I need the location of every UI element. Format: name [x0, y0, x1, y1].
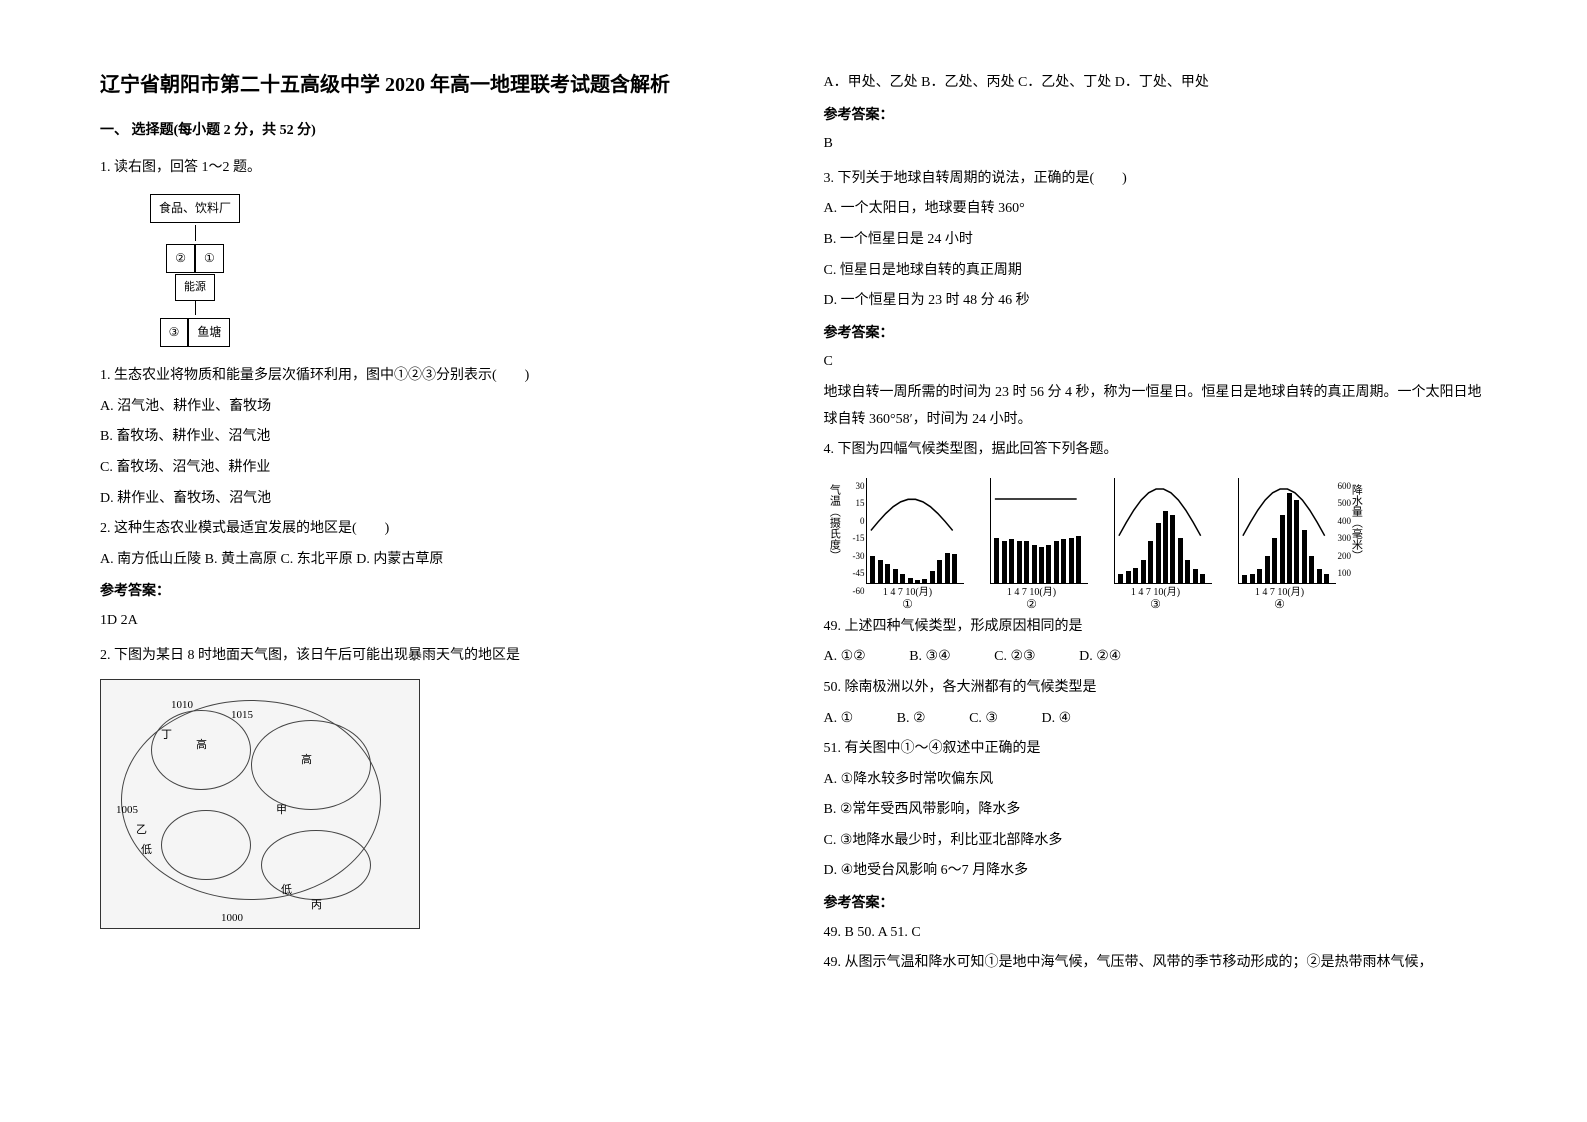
- chart-number: ④: [1220, 593, 1340, 616]
- right-axis-label: 降水量（毫米）: [1346, 474, 1364, 604]
- q1-optA: A. 沼气池、耕作业、畜牧场: [100, 394, 764, 421]
- weather-map: 1010 1015 高 高 低 低 甲 乙 丙 丁 1005 1000: [100, 679, 420, 929]
- q1-answer: 1D 2A: [100, 608, 764, 635]
- temp-line-svg: [991, 478, 1088, 583]
- answer-label: 参考答案：: [824, 321, 1488, 348]
- temp-line-svg: [1239, 478, 1336, 583]
- isobar-value: 1015: [231, 705, 253, 726]
- q1-optB: B. 畜牧场、耕作业、沼气池: [100, 424, 764, 451]
- chart-plot-area: [1114, 478, 1212, 584]
- isobar: [161, 810, 251, 880]
- eco-node-botright: 鱼塘: [188, 318, 230, 347]
- q1-sub2opts: A. 南方低山丘陵 B. 黄土高原 C. 东北平原 D. 内蒙古草原: [100, 547, 764, 574]
- q2-stem: 2. 下图为某日 8 时地面天气图，该日午后可能出现暴雨天气的地区是: [100, 643, 764, 670]
- eco-connector: [195, 225, 196, 241]
- answer-label: 参考答案：: [824, 891, 1488, 918]
- eco-node-center: 能源: [175, 274, 215, 301]
- opt: D. ②④: [1079, 644, 1121, 671]
- map-point-ding: 丁: [161, 725, 172, 746]
- q50-stem: 50. 除南极洲以外，各大洲都有的气候类型是: [824, 675, 1488, 702]
- chart-number: ③: [1096, 593, 1216, 616]
- q3-answer: C: [824, 349, 1488, 376]
- temp-line-svg: [867, 478, 964, 583]
- chart-plot-area: 600500400300200100: [1238, 478, 1336, 584]
- temp-tick: 30: [856, 478, 865, 495]
- opt: D. ④: [1041, 706, 1071, 733]
- answer-label: 参考答案：: [100, 579, 764, 606]
- opt: A. ①: [824, 706, 854, 733]
- isobar-value: 1005: [116, 800, 138, 821]
- eco-connector: [195, 299, 196, 315]
- map-point-yi: 乙: [136, 820, 147, 841]
- eco-node-top: 食品、饮料厂: [150, 194, 240, 223]
- map-label-high: 高: [301, 750, 312, 771]
- opt: A. ①②: [824, 644, 866, 671]
- temp-tick: -30: [853, 548, 865, 565]
- map-point-bing: 丙: [311, 895, 322, 916]
- temp-line-svg: [1115, 478, 1212, 583]
- eco-node-midleft: ②: [166, 244, 195, 273]
- left-column: 辽宁省朝阳市第二十五高级中学 2020 年高一地理联考试题含解析 一、 选择题(…: [100, 70, 764, 1052]
- q49-stem: 49. 上述四种气候类型，形成原因相同的是: [824, 614, 1488, 641]
- q51-optA: A. ①降水较多时常吹偏东风: [824, 767, 1488, 794]
- q4-explain: 49. 从图示气温和降水可知①是地中海气候，气压带、风带的季节移动形成的；②是热…: [824, 950, 1488, 977]
- temp-tick: -15: [853, 530, 865, 547]
- temp-tick: 15: [856, 495, 865, 512]
- isobar: [261, 830, 371, 900]
- q51-optC: C. ③地降水最少时，利比亚北部降水多: [824, 828, 1488, 855]
- isobar-value: 1000: [221, 908, 243, 929]
- climate-chart: 6005004003002001001 4 7 10(月)④: [1220, 474, 1340, 604]
- q2-answer: B: [824, 131, 1488, 158]
- q1-stem: 1. 读右图，回答 1～2 题。: [100, 155, 764, 182]
- q3-optD: D. 一个恒星日为 23 时 48 分 46 秒: [824, 288, 1488, 315]
- chart-number: ①: [848, 593, 968, 616]
- q4-answer: 49. B 50. A 51. C: [824, 920, 1488, 947]
- map-label-low: 低: [281, 880, 292, 901]
- q3-stem: 3. 下列关于地球自转周期的说法，正确的是( ): [824, 166, 1488, 193]
- climate-charts: 气温（摄氏度） 30150-15-30-45-601 4 7 10(月)①1 4…: [824, 474, 1488, 604]
- chart-number: ②: [972, 593, 1092, 616]
- q1-optD: D. 耕作业、畜牧场、沼气池: [100, 486, 764, 513]
- q50-opts: A. ① B. ② C. ③ D. ④: [824, 706, 1488, 733]
- left-axis-label: 气温（摄氏度）: [824, 474, 842, 604]
- chart-plot-area: 30150-15-30-45-60: [866, 478, 964, 584]
- opt: C. ③: [969, 706, 998, 733]
- map-label-high: 高: [196, 735, 207, 756]
- q3-optC: C. 恒星日是地球自转的真正周期: [824, 258, 1488, 285]
- q2-opts: A．甲处、乙处 B．乙处、丙处 C．乙处、丁处 D．丁处、甲处: [824, 70, 1488, 97]
- q51-optB: B. ②常年受西风带影响，降水多: [824, 797, 1488, 824]
- right-column: A．甲处、乙处 B．乙处、丙处 C．乙处、丁处 D．丁处、甲处 参考答案： B …: [824, 70, 1488, 1052]
- q3-optA: A. 一个太阳日，地球要自转 360°: [824, 196, 1488, 223]
- q3-optB: B. 一个恒星日是 24 小时: [824, 227, 1488, 254]
- chart-plot-area: [990, 478, 1088, 584]
- section-heading: 一、 选择题(每小题 2 分，共 52 分): [100, 118, 764, 145]
- opt: C. ②③: [994, 644, 1035, 671]
- climate-chart: 1 4 7 10(月)③: [1096, 474, 1216, 604]
- answer-label: 参考答案：: [824, 103, 1488, 130]
- q1-sub1: 1. 生态农业将物质和能量多层次循环利用，图中①②③分别表示( ): [100, 363, 764, 390]
- map-point-jia: 甲: [276, 800, 287, 821]
- temp-tick: 0: [860, 513, 865, 530]
- q1-sub2: 2. 这种生态农业模式最适宜发展的地区是( ): [100, 516, 764, 543]
- eco-node-botleft: ③: [160, 318, 189, 347]
- q49-opts: A. ①② B. ③④ C. ②③ D. ②④: [824, 644, 1488, 671]
- q4-stem: 4. 下图为四幅气候类型图，据此回答下列各题。: [824, 437, 1488, 464]
- q3-explain: 地球自转一周所需的时间为 23 时 56 分 4 秒，称为一恒星日。恒星日是地球…: [824, 380, 1488, 433]
- isobar-value: 1010: [171, 695, 193, 716]
- temp-tick: -45: [853, 565, 865, 582]
- climate-chart: 30150-15-30-45-601 4 7 10(月)①: [848, 474, 968, 604]
- q51-optD: D. ④地受台风影响 6～7 月降水多: [824, 858, 1488, 885]
- opt: B. ②: [897, 706, 926, 733]
- q51-stem: 51. 有关图中①～④叙述中正确的是: [824, 736, 1488, 763]
- map-label-low: 低: [141, 840, 152, 861]
- eco-node-midright: ①: [195, 244, 224, 273]
- climate-chart: 1 4 7 10(月)②: [972, 474, 1092, 604]
- page-title: 辽宁省朝阳市第二十五高级中学 2020 年高一地理联考试题含解析: [100, 70, 764, 100]
- opt: B. ③④: [909, 644, 950, 671]
- q1-optC: C. 畜牧场、沼气池、耕作业: [100, 455, 764, 482]
- eco-diagram: 食品、饮料厂 ② ① 能源 ③ 鱼塘: [100, 191, 764, 349]
